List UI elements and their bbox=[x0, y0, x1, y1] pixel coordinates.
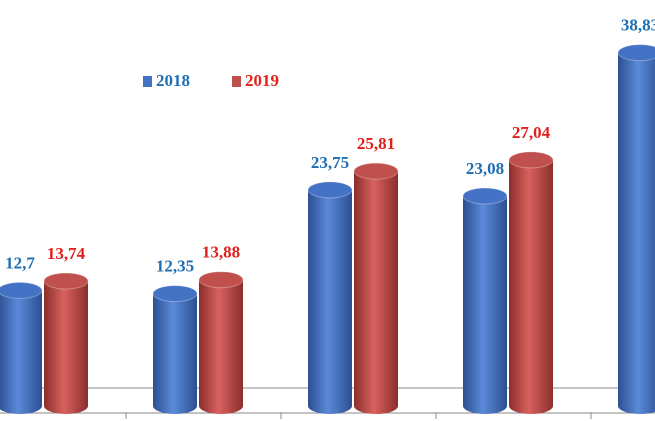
bar-top bbox=[462, 187, 508, 205]
bar bbox=[43, 272, 89, 414]
value-label: 25,81 bbox=[357, 134, 395, 153]
value-label: 13,88 bbox=[202, 243, 240, 262]
bar-bottom bbox=[44, 398, 88, 414]
bar-bottom bbox=[153, 398, 197, 414]
bar-bottom bbox=[354, 398, 398, 414]
bar-top bbox=[198, 271, 244, 289]
value-label: 38,83 bbox=[621, 16, 655, 35]
value-label: 23,75 bbox=[311, 153, 349, 172]
value-label: 13,74 bbox=[47, 244, 86, 263]
bar bbox=[198, 271, 244, 414]
legend-label: 2018 bbox=[156, 71, 190, 90]
bar-body bbox=[354, 171, 398, 406]
bar-body bbox=[463, 195, 507, 406]
bar bbox=[152, 285, 198, 414]
legend-label: 2019 bbox=[245, 71, 279, 90]
bar-bottom bbox=[199, 398, 243, 414]
bar-top bbox=[353, 162, 399, 180]
bar bbox=[0, 281, 43, 414]
bar-top bbox=[617, 44, 655, 62]
bar bbox=[508, 151, 554, 414]
bar-bottom bbox=[509, 398, 553, 414]
bar-body bbox=[308, 189, 352, 406]
bar-bottom bbox=[618, 398, 655, 414]
value-label: 27,04 bbox=[512, 123, 551, 142]
bar-top bbox=[0, 281, 43, 299]
bar-bottom bbox=[463, 398, 507, 414]
value-label: 23,08 bbox=[466, 159, 504, 178]
bar-body bbox=[44, 280, 88, 406]
bar-body bbox=[618, 52, 655, 406]
legend-swatch bbox=[232, 76, 241, 87]
bar-body bbox=[153, 293, 197, 406]
bar-top bbox=[152, 285, 198, 303]
bar bbox=[462, 187, 508, 414]
bar-body bbox=[199, 279, 243, 406]
value-label: 12,7 bbox=[5, 253, 35, 272]
bar bbox=[353, 162, 399, 414]
bar-top bbox=[43, 272, 89, 290]
bar-body bbox=[509, 159, 553, 406]
bar-bottom bbox=[0, 398, 42, 414]
bar-bottom bbox=[308, 398, 352, 414]
bar-top bbox=[307, 181, 353, 199]
bar bbox=[307, 181, 353, 414]
legend-swatch bbox=[143, 76, 152, 87]
value-label: 12,35 bbox=[156, 257, 194, 276]
bar bbox=[617, 44, 655, 414]
bar-top bbox=[508, 151, 554, 169]
bar-body bbox=[0, 290, 42, 406]
